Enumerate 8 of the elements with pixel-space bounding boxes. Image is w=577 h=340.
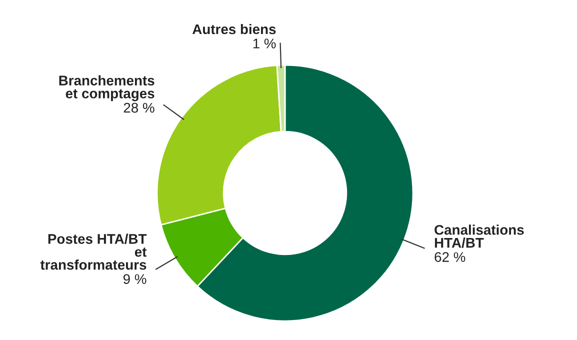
slice-label: Branchements et comptages: [59, 75, 154, 102]
data-label: 1 %: [253, 38, 276, 48]
slice-label: Autres biens: [192, 24, 276, 34]
slice-label: Canalisations HTA/BT: [434, 224, 524, 248]
data-label: 28 %: [124, 102, 154, 113]
data-label: 62 %: [434, 252, 466, 262]
slice-label: Postes HTA/BT et transformateurs: [40, 234, 147, 270]
data-label: 9 %: [123, 274, 146, 284]
